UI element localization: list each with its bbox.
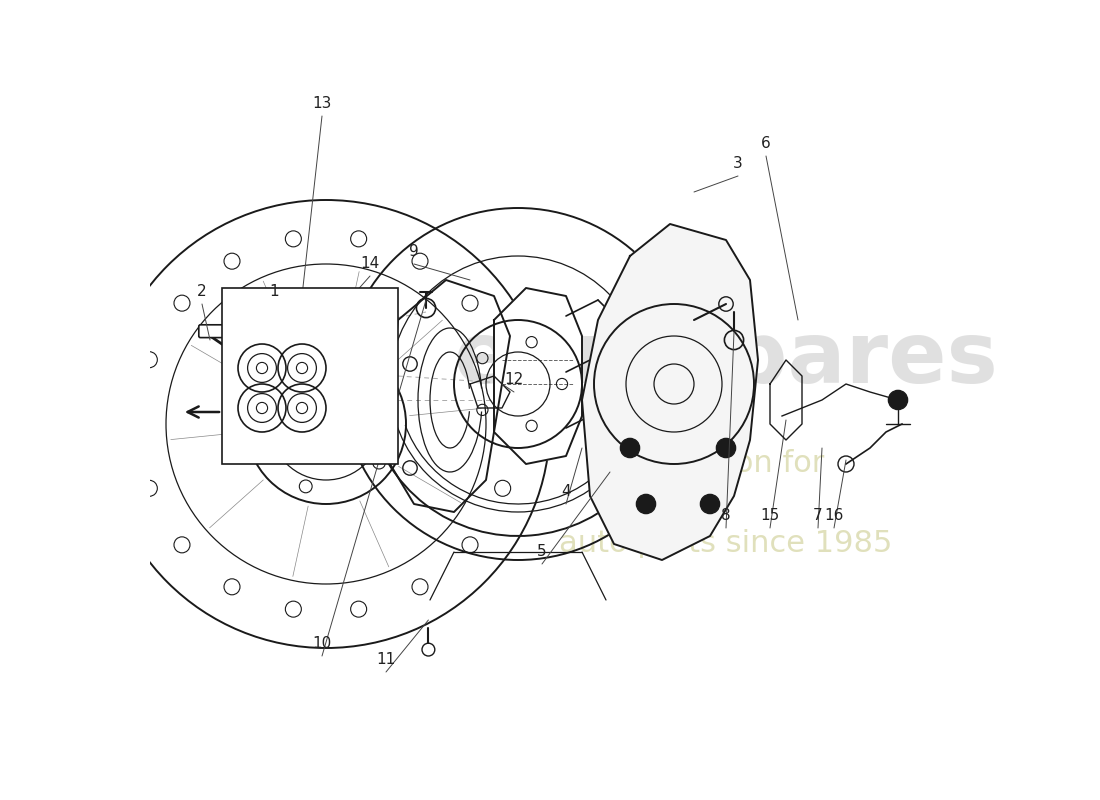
Circle shape xyxy=(889,390,908,410)
Text: 5: 5 xyxy=(537,545,547,559)
Text: 4: 4 xyxy=(561,485,571,499)
Polygon shape xyxy=(582,224,758,560)
Circle shape xyxy=(637,494,656,514)
Text: 15: 15 xyxy=(760,509,780,523)
Circle shape xyxy=(716,438,736,458)
Text: 12: 12 xyxy=(505,373,524,387)
Text: 8: 8 xyxy=(722,509,730,523)
Circle shape xyxy=(620,438,639,458)
Text: 14: 14 xyxy=(361,257,379,271)
Text: eurospares: eurospares xyxy=(453,318,999,402)
Text: 9: 9 xyxy=(409,245,419,259)
Polygon shape xyxy=(494,288,582,464)
Bar xyxy=(222,288,398,464)
FancyBboxPatch shape xyxy=(199,325,230,338)
Text: 6: 6 xyxy=(761,137,771,151)
Text: auto parts since 1985: auto parts since 1985 xyxy=(559,530,893,558)
FancyBboxPatch shape xyxy=(261,341,287,352)
Text: 10: 10 xyxy=(312,637,331,651)
Text: 11: 11 xyxy=(376,653,396,667)
Text: 1: 1 xyxy=(270,285,278,299)
Text: 3: 3 xyxy=(733,157,742,171)
Text: a passion for: a passion for xyxy=(628,450,824,478)
Text: 2: 2 xyxy=(197,285,207,299)
Text: 16: 16 xyxy=(824,509,844,523)
Circle shape xyxy=(701,494,719,514)
Text: 13: 13 xyxy=(312,97,332,111)
Text: 7: 7 xyxy=(813,509,823,523)
